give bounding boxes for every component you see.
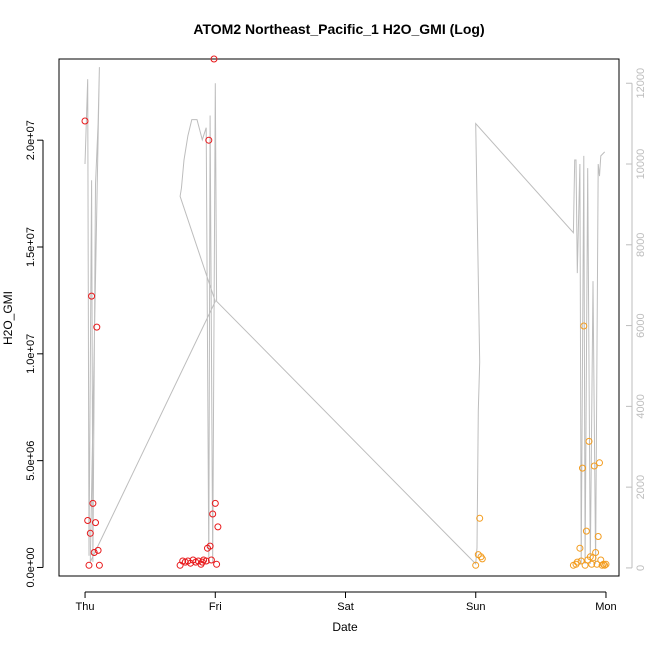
x-tick-label: Mon bbox=[595, 601, 616, 613]
data-point bbox=[580, 322, 588, 330]
x-tick-label: Fri bbox=[209, 601, 222, 613]
series-line bbox=[84, 67, 606, 566]
data-point bbox=[602, 560, 610, 568]
data-point bbox=[573, 558, 581, 566]
plot-frame bbox=[58, 58, 620, 577]
y2-tick-label: 12000 bbox=[635, 68, 647, 99]
data-point bbox=[579, 464, 586, 472]
y-tick-label: 1.5e+07 bbox=[25, 227, 37, 267]
x-tick-label: Sat bbox=[337, 601, 354, 613]
y2-tick-label: 10000 bbox=[635, 149, 647, 180]
data-point bbox=[90, 549, 98, 556]
data-point bbox=[210, 55, 218, 63]
data-point bbox=[81, 117, 89, 125]
data-point bbox=[596, 459, 603, 467]
points-layer bbox=[81, 55, 610, 569]
data-point bbox=[588, 560, 596, 568]
data-point bbox=[88, 292, 96, 300]
axes-layer: Thu Fri Sat Sun Mon 0.0e+00 5.0e+06 1.0e+07 1.5e… bbox=[25, 68, 647, 613]
data-point bbox=[84, 517, 92, 524]
y2-tick-label: 2000 bbox=[635, 475, 647, 499]
data-point bbox=[599, 560, 607, 568]
data-point bbox=[213, 560, 221, 568]
data-point bbox=[598, 561, 606, 569]
data-point bbox=[211, 499, 219, 507]
data-point bbox=[95, 561, 103, 569]
data-point bbox=[577, 557, 585, 565]
y2-tick-label: 0 bbox=[635, 565, 647, 571]
y-axis-label: H2O_GMI bbox=[1, 291, 15, 345]
data-point bbox=[472, 561, 480, 569]
data-point bbox=[92, 519, 99, 527]
data-point bbox=[478, 555, 486, 563]
data-point bbox=[205, 136, 213, 144]
data-point bbox=[214, 523, 222, 531]
data-point bbox=[94, 546, 102, 554]
data-point bbox=[85, 561, 93, 569]
y2-tick-label: 6000 bbox=[635, 313, 647, 337]
data-point bbox=[206, 542, 214, 550]
x-tick-label: Thu bbox=[76, 601, 95, 613]
y2-tick-label: 4000 bbox=[635, 394, 647, 418]
data-point bbox=[601, 561, 609, 569]
y-tick-label: 2.0e+07 bbox=[25, 120, 37, 160]
data-point bbox=[89, 499, 97, 507]
y2-tick-label: 8000 bbox=[635, 233, 647, 257]
chart-title: ATOM2 Northeast_Pacific_1 H2O_GMI (Log) bbox=[193, 21, 484, 37]
data-point bbox=[207, 556, 215, 564]
data-point bbox=[592, 549, 600, 556]
data-point bbox=[585, 437, 593, 445]
line-layer bbox=[84, 67, 606, 566]
data-point bbox=[86, 529, 94, 537]
data-point bbox=[582, 527, 590, 535]
data-point bbox=[209, 510, 217, 518]
data-point bbox=[590, 462, 598, 470]
y-tick-label: 5.0e+06 bbox=[25, 441, 37, 481]
x-tick-label: Sun bbox=[466, 601, 486, 613]
data-point bbox=[476, 514, 484, 522]
data-point bbox=[576, 544, 584, 552]
data-point bbox=[594, 533, 602, 540]
data-point bbox=[202, 557, 210, 565]
data-point bbox=[93, 323, 101, 331]
x-axis-label: Date bbox=[332, 620, 358, 634]
y-tick-label: 0.0e+00 bbox=[25, 547, 37, 587]
y-tick-label: 1.0e+07 bbox=[25, 334, 37, 374]
